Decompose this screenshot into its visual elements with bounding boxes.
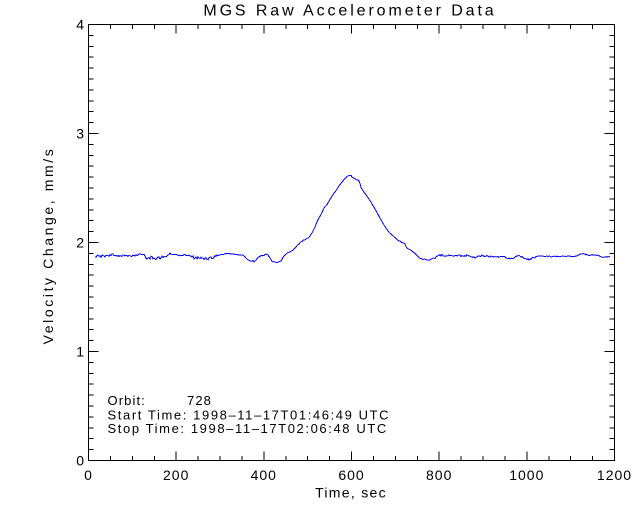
svg-text:600: 600 [338, 467, 364, 483]
svg-text:400: 400 [251, 467, 277, 483]
svg-text:MGS Raw Accelerometer Data: MGS Raw Accelerometer Data [203, 3, 496, 20]
svg-text:728: 728 [187, 393, 212, 408]
svg-text:0: 0 [76, 453, 84, 469]
svg-text:Stop Time: 1998–11–17T02:06:48: Stop Time: 1998–11–17T02:06:48 UTC [108, 421, 388, 436]
svg-text:1200: 1200 [597, 467, 632, 483]
svg-text:200: 200 [163, 467, 189, 483]
svg-text:Orbit:: Orbit: [108, 393, 146, 408]
svg-text:4: 4 [76, 17, 84, 33]
svg-text:800: 800 [426, 467, 452, 483]
svg-text:2: 2 [76, 235, 84, 251]
svg-text:0: 0 [84, 467, 93, 483]
svg-text:3: 3 [76, 126, 84, 142]
svg-text:1: 1 [76, 344, 84, 360]
svg-text:Velocity Change, mm/s: Velocity Change, mm/s [40, 147, 56, 345]
svg-text:1000: 1000 [509, 467, 544, 483]
svg-text:Start Time: 1998–11–17T01:46:4: Start Time: 1998–11–17T01:46:49 UTC [108, 407, 391, 422]
svg-text:Time, sec: Time, sec [315, 485, 387, 501]
